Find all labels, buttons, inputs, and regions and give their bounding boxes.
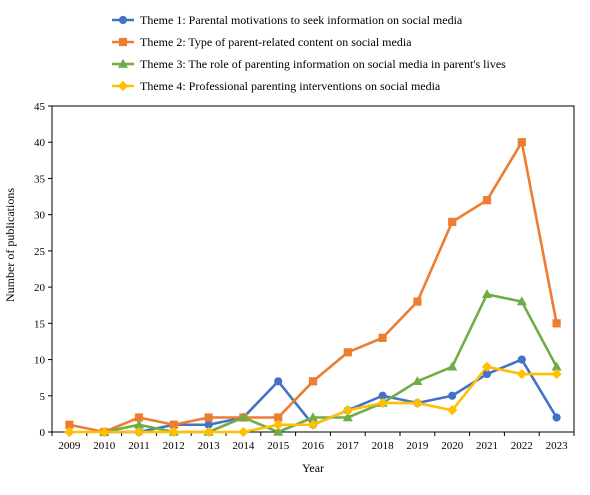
series-3-point-2017 xyxy=(342,412,353,422)
series-3-point-2020 xyxy=(447,361,458,371)
series-4-point-2020 xyxy=(447,405,458,416)
legend: Theme 1: Parental motivations to seek in… xyxy=(112,13,506,93)
y-tick-label: 5 xyxy=(40,391,46,403)
y-axis: 0 5 10 15 20 25 30 35 40 45 xyxy=(34,101,52,439)
y-tick-label: 10 xyxy=(34,355,46,367)
y-tick-label: 35 xyxy=(34,173,46,185)
series-4-point-2015 xyxy=(273,419,284,430)
series-4-point-2023 xyxy=(551,368,562,380)
x-axis: 2009 2010 2011 2012 2013 2014 2015 2016 2017 2018… xyxy=(51,432,575,452)
series-4-point-2012 xyxy=(168,426,179,438)
series-1-point-2022 xyxy=(517,355,526,364)
series-markers xyxy=(64,138,562,438)
legend-item-theme-3: Theme 3: The role of parenting informati… xyxy=(112,57,506,71)
series-3-point-2021 xyxy=(481,289,493,299)
series-3-line xyxy=(102,293,558,434)
series-2-point-2017 xyxy=(343,348,352,357)
y-tick-label: 45 xyxy=(34,101,46,113)
x-tick-label: 2012 xyxy=(163,440,185,452)
series-lines xyxy=(68,140,558,434)
legend-swatch-marker xyxy=(117,80,129,92)
legend-swatch-marker xyxy=(117,58,129,68)
x-tick-label: 2020 xyxy=(441,440,464,452)
series-4-point-2014 xyxy=(238,426,249,438)
x-tick-label: 2018 xyxy=(372,440,395,452)
legend-label: Theme 3: The role of parenting informati… xyxy=(140,57,506,71)
series-4-point-2013 xyxy=(203,426,214,438)
series-2-point-2022 xyxy=(517,138,526,147)
series-2-point-2018 xyxy=(378,333,387,342)
series-2-point-2021 xyxy=(482,196,492,205)
series-4-point-2009 xyxy=(64,426,75,438)
series-3-point-2014 xyxy=(238,412,249,422)
x-tick-label: 2023 xyxy=(546,440,569,452)
series-2-point-2023 xyxy=(552,319,561,328)
series-3-point-2015 xyxy=(273,426,284,436)
y-tick-label: 20 xyxy=(34,282,46,294)
legend-label: Theme 1: Parental motivations to seek in… xyxy=(140,13,463,27)
x-tick-label: 2010 xyxy=(93,440,116,452)
series-2-point-2013 xyxy=(204,413,213,422)
x-tick-label: 2019 xyxy=(406,440,429,452)
legend-item-theme-4: Theme 4: Professional parenting interven… xyxy=(112,79,441,93)
x-tick-label: 2015 xyxy=(267,440,290,452)
x-tick-label: 2013 xyxy=(198,440,221,452)
series-2-point-2020 xyxy=(448,217,457,227)
series-4-point-2018 xyxy=(377,397,388,409)
series-4-point-2022 xyxy=(516,368,527,380)
series-4-point-2017 xyxy=(342,405,353,416)
series-1-point-2015 xyxy=(274,377,283,386)
series-4-point-2019 xyxy=(412,397,423,409)
y-tick-label: 0 xyxy=(40,427,46,439)
x-tick-label: 2011 xyxy=(128,440,150,452)
x-tick-label: 2021 xyxy=(476,440,498,452)
legend-label: Theme 2: Type of parent-related content … xyxy=(140,35,412,49)
legend-item-theme-1: Theme 1: Parental motivations to seek in… xyxy=(112,13,463,27)
x-tick-label: 2016 xyxy=(302,440,325,452)
y-tick-label: 30 xyxy=(34,210,46,222)
series-1-point-2023 xyxy=(552,413,561,422)
series-4-point-2016 xyxy=(307,419,319,430)
series-1-point-2020 xyxy=(448,391,457,400)
y-tick-label: 40 xyxy=(34,137,46,149)
series-2-point-2019 xyxy=(413,297,422,306)
x-tick-label: 2022 xyxy=(511,440,533,452)
legend-label: Theme 4: Professional parenting interven… xyxy=(140,79,441,93)
x-tick-label: 2009 xyxy=(58,440,81,452)
series-2-point-2016 xyxy=(308,377,318,386)
plot-area-frame xyxy=(51,105,575,433)
y-tick-label: 25 xyxy=(34,246,46,258)
x-tick-label: 2014 xyxy=(232,440,255,452)
series-4-point-2011 xyxy=(133,426,145,438)
series-3-point-2022 xyxy=(516,296,527,306)
y-tick-label: 15 xyxy=(34,318,46,330)
series-3-point-2019 xyxy=(412,376,423,385)
legend-swatch-marker xyxy=(118,15,128,25)
legend-swatch-marker xyxy=(118,37,128,47)
x-tick-label: 2017 xyxy=(337,440,360,452)
y-axis-title: Number of publications xyxy=(3,188,17,302)
series-4-point-2021 xyxy=(481,361,493,372)
series-2-line xyxy=(68,140,558,434)
x-axis-title: Year xyxy=(302,461,324,475)
legend-item-theme-2: Theme 2: Type of parent-related content … xyxy=(112,35,412,49)
series-4-point-2010 xyxy=(99,426,110,438)
